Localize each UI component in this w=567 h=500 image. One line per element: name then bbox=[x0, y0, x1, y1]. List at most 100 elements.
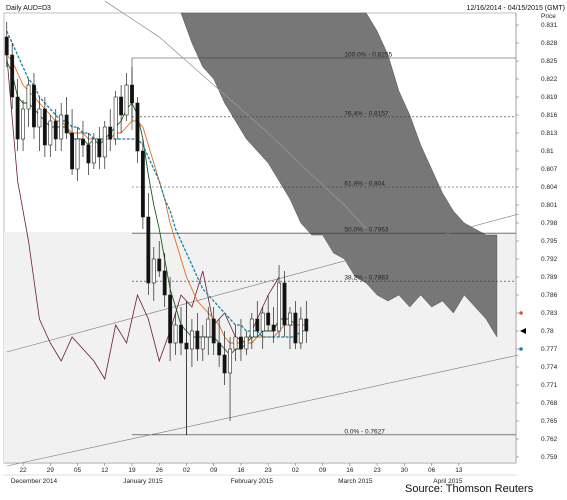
x-tick-label: 29 bbox=[47, 467, 55, 474]
y-tick-label: 0.786 bbox=[541, 292, 558, 299]
candle-body bbox=[75, 138, 80, 170]
candle-body bbox=[168, 294, 173, 344]
y-tick-label: 0.819 bbox=[541, 94, 558, 101]
x-axis: 22 29 05 12 19 26 02 09 16 23 02 09 16 23 30 06 13 Decemb… bbox=[4, 462, 516, 485]
x-tick-label: 12 bbox=[101, 467, 109, 474]
fib-label: 61.8% - 0.804 bbox=[344, 181, 385, 188]
y-tick-label: 0.822 bbox=[541, 76, 558, 83]
candle-body bbox=[81, 138, 85, 146]
y-tick-label: 0.783 bbox=[541, 310, 558, 317]
fib-label: 76.4% - 0.8157 bbox=[344, 110, 388, 117]
date-range-label: 12/16/2014 - 04/15/2015 (GMT) bbox=[467, 5, 565, 12]
y-tick-label: 0.762 bbox=[541, 436, 558, 443]
candle-body bbox=[64, 114, 69, 134]
y-tick-label: 0.774 bbox=[541, 364, 558, 371]
candle-body bbox=[53, 120, 58, 140]
candle-body bbox=[255, 318, 260, 332]
x-tick-label: 13 bbox=[455, 467, 463, 474]
indicator-marker bbox=[519, 347, 523, 351]
candle-body bbox=[211, 318, 216, 344]
y-tick-label: 0.765 bbox=[541, 418, 558, 425]
candle-body bbox=[15, 96, 20, 140]
candle-body bbox=[135, 102, 140, 152]
candles bbox=[4, 22, 309, 435]
candle-body bbox=[304, 318, 309, 332]
slow-ma-line bbox=[6, 30, 307, 338]
candle-body bbox=[228, 348, 232, 374]
candle-body bbox=[113, 96, 118, 140]
candle-body bbox=[4, 36, 9, 56]
x-tick-label: 16 bbox=[346, 467, 354, 474]
x-tick-label: 30 bbox=[401, 467, 409, 474]
x-tick-label: 23 bbox=[373, 467, 381, 474]
y-tick-label: 0.816 bbox=[541, 112, 558, 119]
candle-body bbox=[260, 312, 265, 332]
x-tick-label: 16 bbox=[237, 467, 245, 474]
x-tick-label: 06 bbox=[428, 467, 436, 474]
y-tick-label: 0.807 bbox=[541, 166, 558, 173]
x-tick-label: 23 bbox=[265, 467, 273, 474]
x-month-label: January 2015 bbox=[123, 478, 163, 485]
instrument-label: Daily AUD=D3 bbox=[6, 5, 51, 12]
candle-body bbox=[162, 270, 167, 296]
y-tick-label: 0.828 bbox=[541, 40, 558, 47]
y-axis: 0.831 0.828 0.825 0.822 0.819 0.816 0.813 0.81 0… bbox=[515, 13, 558, 463]
source-note: Source: Thomson Reuters bbox=[405, 483, 534, 495]
candle-body bbox=[146, 216, 151, 284]
x-tick-label: 05 bbox=[74, 467, 82, 474]
x-month-label: April 2015 bbox=[433, 478, 463, 485]
trend-line bbox=[6, 354, 519, 467]
trend-lines bbox=[6, 213, 519, 467]
candle-body bbox=[124, 84, 129, 116]
x-tick-label: 09 bbox=[319, 467, 327, 474]
x-tick-label: 02 bbox=[183, 467, 191, 474]
y-tick-label: 0.825 bbox=[541, 58, 558, 65]
candle-body bbox=[32, 84, 36, 128]
x-tick-label: 19 bbox=[128, 467, 136, 474]
x-month-label: March 2015 bbox=[338, 478, 373, 485]
candle-body bbox=[173, 324, 178, 344]
candle-body bbox=[42, 108, 47, 146]
lagging-span-line bbox=[6, 54, 280, 381]
current-price-marker bbox=[520, 328, 526, 334]
candle-body bbox=[233, 336, 238, 350]
fib-label: 100.0% - 0.8255 bbox=[344, 52, 392, 59]
candle-body bbox=[97, 138, 102, 158]
candle-body bbox=[59, 114, 64, 140]
trend-line bbox=[6, 213, 519, 353]
x-month-label: December 2014 bbox=[11, 478, 58, 485]
y-tick-label: 0.795 bbox=[541, 238, 558, 245]
y-tick-label: 0.813 bbox=[541, 130, 558, 137]
candle-body bbox=[37, 108, 42, 128]
candle-body bbox=[266, 312, 271, 326]
indicator-marker bbox=[519, 311, 523, 315]
x-tick-label: 22 bbox=[19, 467, 27, 474]
candle-body bbox=[157, 258, 162, 272]
fib-label: 50.0% - 0.7963 bbox=[344, 227, 388, 234]
candle-body bbox=[288, 312, 292, 326]
candle-body bbox=[91, 138, 96, 164]
candle-body bbox=[189, 330, 194, 350]
cloud-shape bbox=[180, 12, 498, 338]
y-tick-label: 0.81 bbox=[541, 148, 554, 155]
y-axis-label: Price bbox=[541, 13, 556, 20]
fib-label: 0.0% - 0.7627 bbox=[344, 428, 385, 435]
x-month-label: February 2015 bbox=[231, 478, 274, 485]
candle-body bbox=[249, 318, 254, 338]
y-tick-label: 0.768 bbox=[541, 400, 558, 407]
candle-body bbox=[195, 330, 200, 350]
y-tick-label: 0.771 bbox=[541, 382, 558, 389]
candle-body bbox=[21, 108, 25, 140]
candle-body bbox=[151, 258, 156, 284]
y-tick-label: 0.792 bbox=[541, 256, 558, 263]
candle-body bbox=[206, 318, 211, 338]
candle-body bbox=[10, 54, 15, 98]
x-tick-label: 09 bbox=[210, 467, 218, 474]
x-tick-label: 02 bbox=[292, 467, 300, 474]
candle-body bbox=[26, 84, 31, 110]
candle-body bbox=[70, 132, 75, 170]
candle-body bbox=[222, 354, 227, 374]
candle-body bbox=[108, 126, 113, 140]
y-tick-label: 0.801 bbox=[541, 202, 558, 209]
